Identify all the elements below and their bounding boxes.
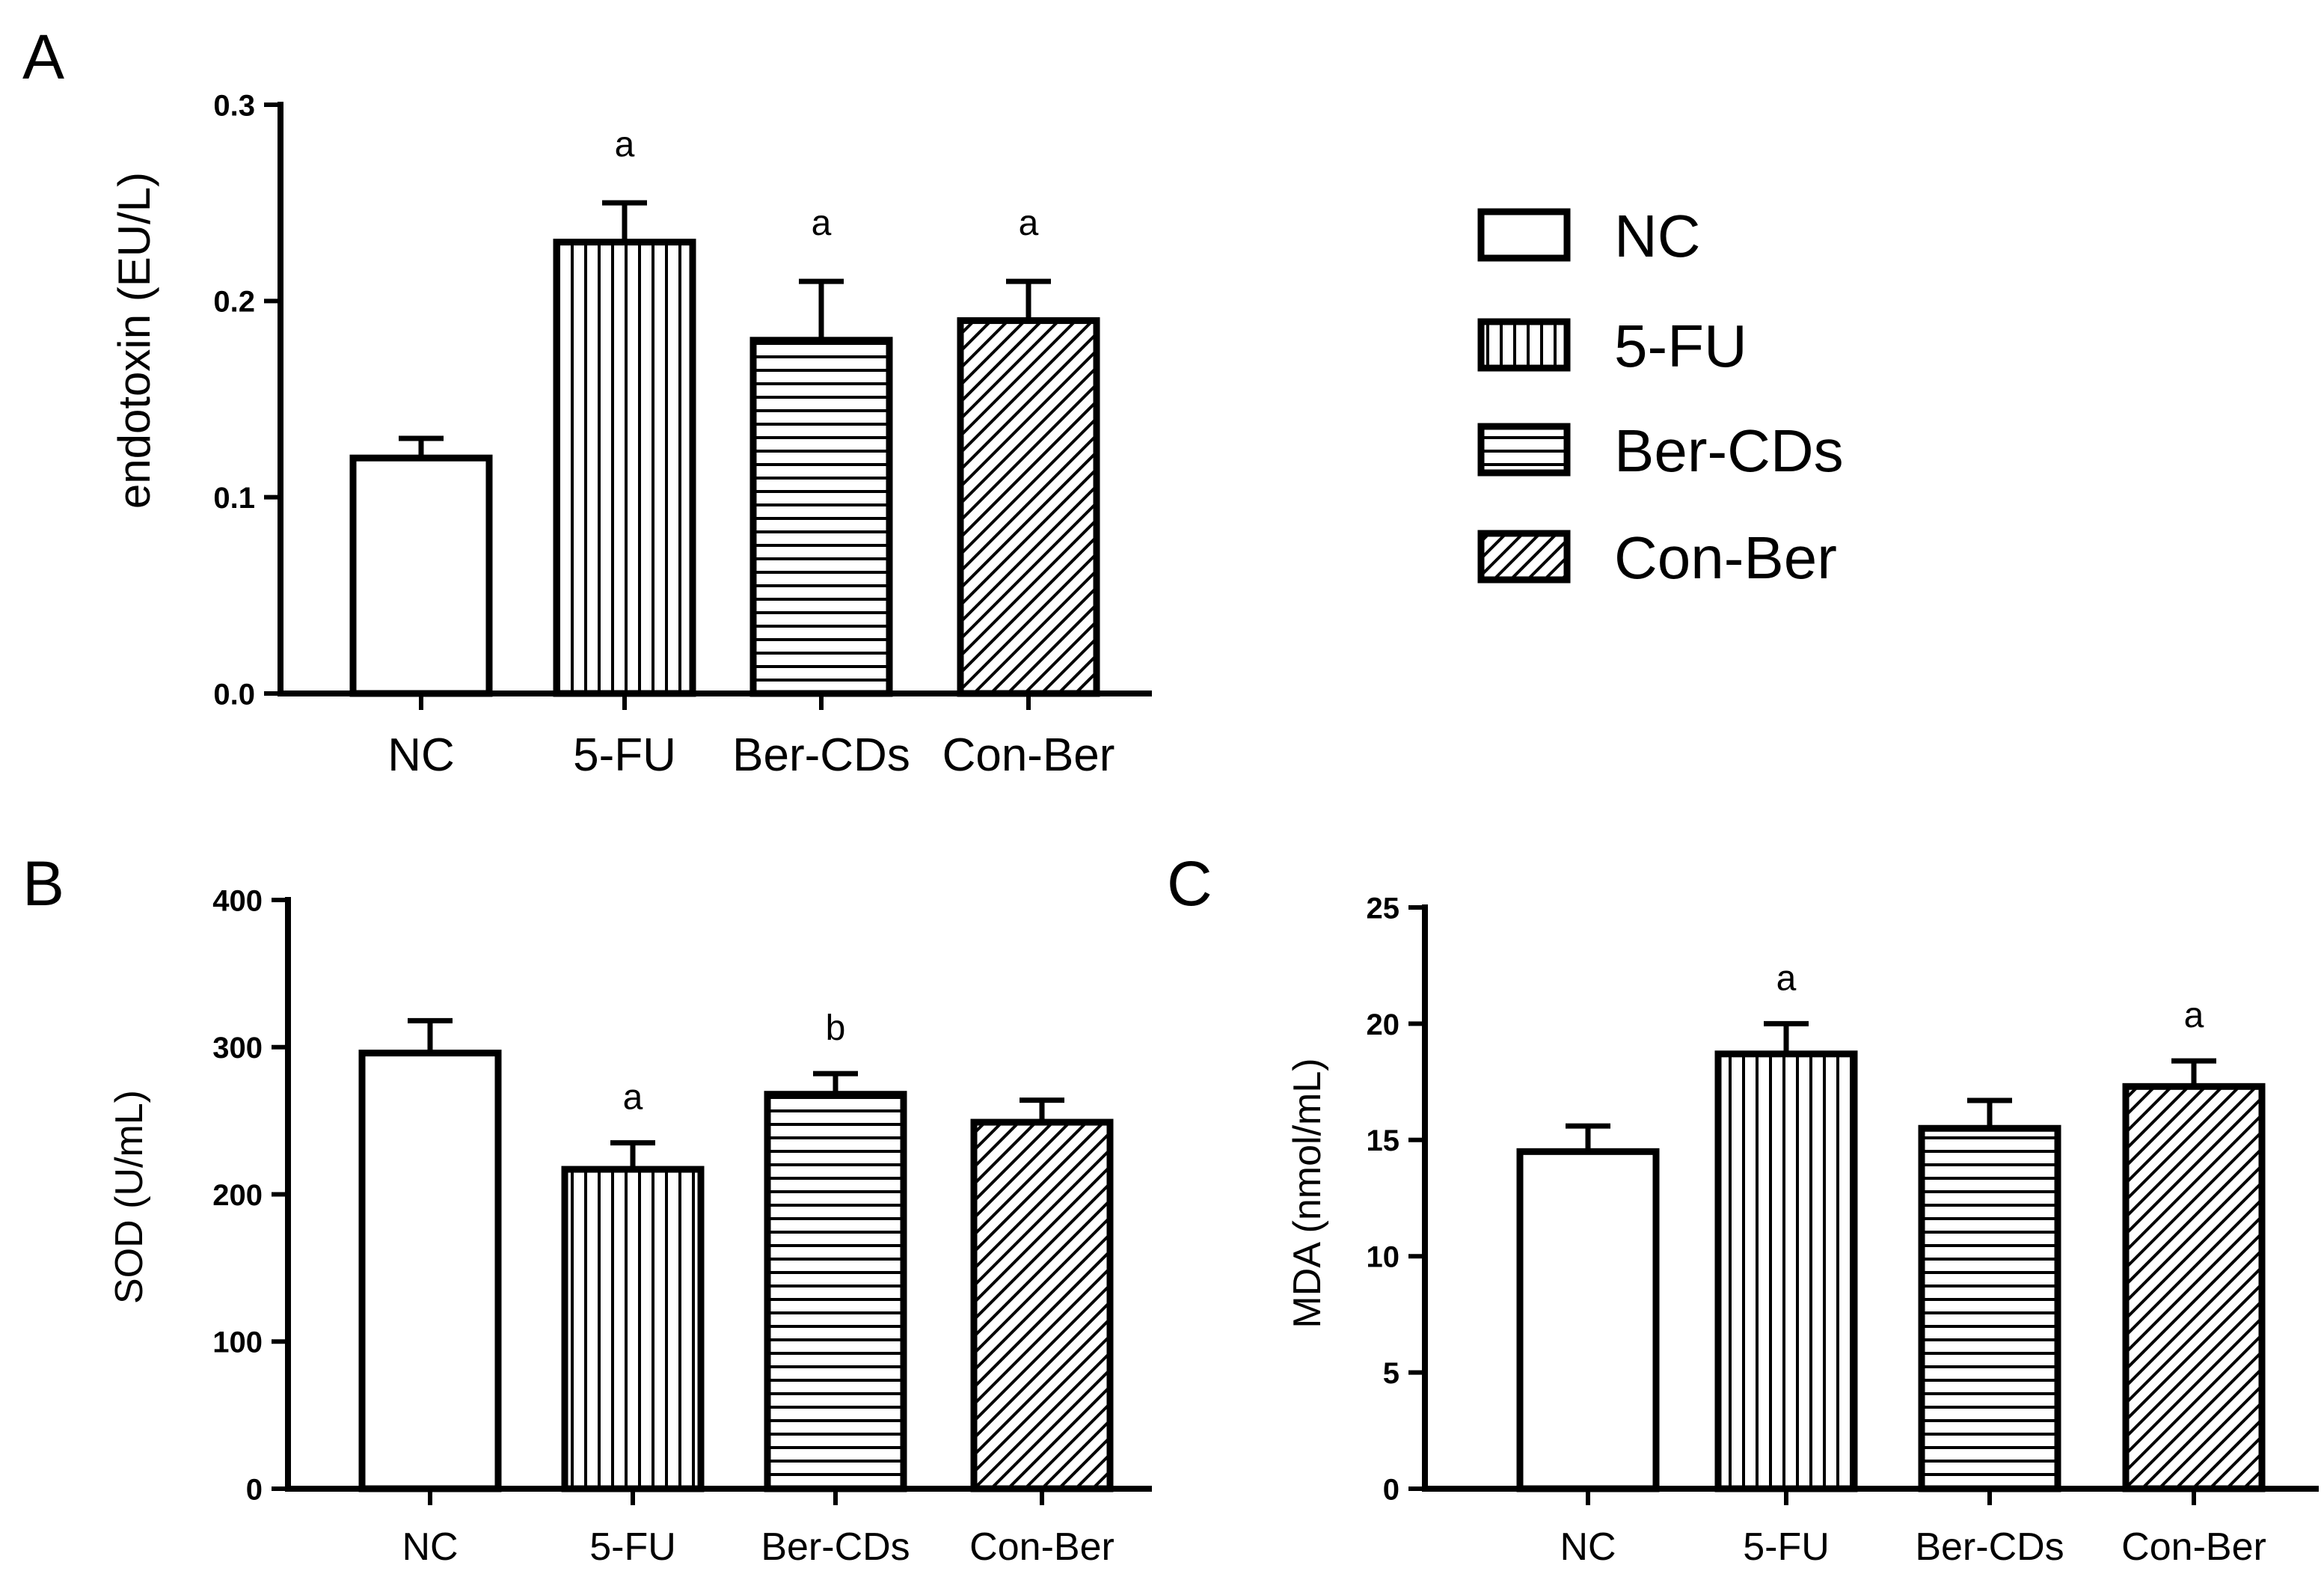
legend-label-nc: NC [1614, 203, 1701, 269]
bar-5-fu [561, 1166, 705, 1492]
y-tick-label: 20 [1367, 1008, 1400, 1041]
legend-swatch-5fu [1477, 318, 1571, 372]
legend-label-ber-cds: Ber-CDs [1614, 417, 1844, 484]
bar-5-fu [553, 239, 696, 697]
x-tick-label-ber-cds: Ber-CDs [761, 1525, 910, 1569]
bar-ber-cds [749, 337, 893, 697]
x-tick-label-ber-cds: Ber-CDs [732, 729, 910, 781]
panel-letter: A [22, 22, 64, 92]
y-tick-label: 0.1 [213, 482, 255, 515]
x-tick-label-5-fu: 5-FU [573, 729, 676, 781]
x-tick-label-con-ber: Con-Ber [942, 729, 1115, 781]
bar-con-ber [970, 1118, 1114, 1492]
y-tick-label: 200 [212, 1179, 263, 1212]
y-tick-label: 0 [1383, 1473, 1399, 1506]
x-tick-label-con-ber: Con-Ber [2121, 1525, 2266, 1569]
x-tick-label-5-fu: 5-FU [589, 1525, 676, 1569]
legend-swatch-nc [1477, 208, 1571, 262]
x-tick-label-nc: NC [402, 1525, 458, 1569]
y-tick-label: 400 [212, 884, 263, 917]
y-tick-label: 15 [1367, 1124, 1400, 1157]
legend-swatch-ber-cds [1477, 423, 1571, 477]
significance-label-con-ber: a [2184, 996, 2204, 1035]
x-tick-label-5-fu: 5-FU [1743, 1525, 1830, 1569]
significance-label-ber-cds: b [826, 1008, 846, 1048]
legend-label-con-ber: Con-Ber [1614, 524, 1837, 591]
significance-label-5-fu: a [623, 1078, 643, 1118]
bar-nc [1516, 1148, 1660, 1492]
bar-ber-cds [764, 1091, 907, 1492]
bar-con-ber [2122, 1083, 2266, 1492]
bar-con-ber [957, 317, 1100, 697]
legend-swatch-con-ber [1477, 530, 1571, 584]
x-tick-label-ber-cds: Ber-CDs [1915, 1525, 2064, 1569]
y-tick-label: 0.0 [213, 678, 255, 711]
panel-b: B SOD (U/mL) NC a 5-FU b Ber-CDs Con-Ber 0 100 200… [22, 848, 1152, 1569]
y-tick-label: 0.3 [213, 89, 255, 122]
panel-letter: B [22, 848, 64, 919]
panel-letter: C [1167, 848, 1212, 919]
legend-entry-5fu: 5-FU [1477, 313, 1747, 379]
y-tick-label: 5 [1383, 1357, 1399, 1390]
y-axis-title: endotoxin (EU/L) [109, 172, 159, 509]
bar-5-fu [1714, 1050, 1858, 1492]
y-axis-title: SOD (U/mL) [108, 1090, 151, 1304]
x-tick-label-nc: NC [387, 729, 455, 781]
legend-entry-nc: NC [1477, 203, 1701, 269]
bar-nc [349, 454, 493, 697]
panel-c: C MDA (nmol/mL) NC a 5-FU Ber-CDs a Con-Ber 0 5 10… [1167, 848, 2319, 1569]
significance-label-ber-cds: a [812, 203, 832, 243]
y-axis-title: MDA (nmol/mL) [1286, 1058, 1329, 1328]
y-tick-label: 300 [212, 1032, 263, 1065]
significance-label-5-fu: a [615, 125, 635, 165]
bar-ber-cds [1918, 1124, 2061, 1492]
y-tick-label: 10 [1367, 1241, 1400, 1274]
legend: NC 5-FU Ber-CDs Con-Ber [1477, 203, 1844, 591]
y-tick-label: 0.2 [213, 286, 255, 319]
legend-entry-con-ber: Con-Ber [1477, 524, 1837, 591]
y-tick-label: 25 [1367, 892, 1400, 925]
y-tick-label: 100 [212, 1326, 263, 1359]
significance-label-con-ber: a [1019, 203, 1039, 243]
legend-label-5fu: 5-FU [1614, 313, 1747, 379]
y-tick-label: 0 [246, 1473, 263, 1506]
x-tick-label-con-ber: Con-Ber [969, 1525, 1115, 1569]
bar-nc [358, 1050, 502, 1492]
significance-label-5-fu: a [1776, 958, 1797, 998]
legend-entry-ber-cds: Ber-CDs [1477, 417, 1844, 484]
x-tick-label-nc: NC [1560, 1525, 1616, 1569]
